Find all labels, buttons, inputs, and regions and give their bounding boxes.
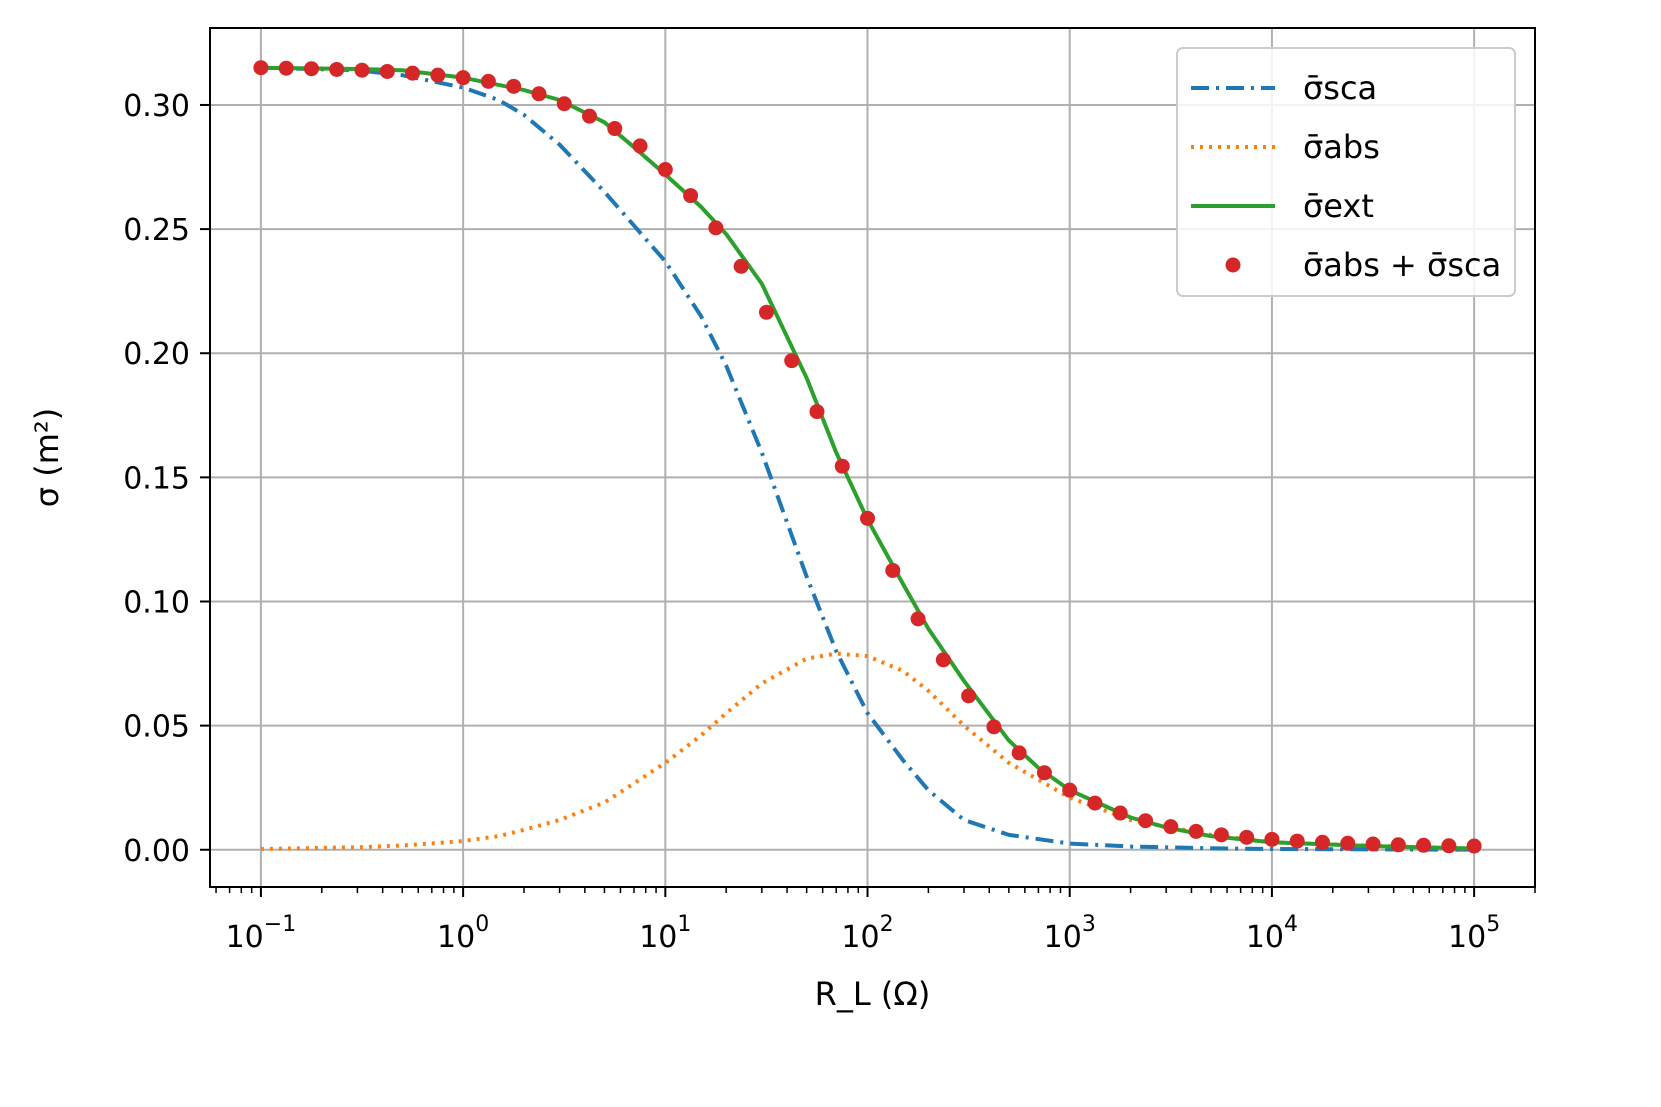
series-line xyxy=(260,651,1475,852)
data-point xyxy=(379,63,395,79)
data-point xyxy=(1036,765,1052,781)
data-point xyxy=(657,162,673,178)
y-tick-label: 0.30 xyxy=(123,89,190,124)
x-tick-label-exponent: 3 xyxy=(1082,912,1096,937)
x-tick-label: 10−1 xyxy=(226,912,297,955)
x-tick-label-exponent: 1 xyxy=(677,912,691,937)
data-point xyxy=(935,652,951,668)
ticks: 10−1 100 101 102 103 104 1050.000.050.100.150.… xyxy=(123,89,1536,955)
data-point xyxy=(430,67,446,83)
data-point xyxy=(860,510,876,526)
legend-box xyxy=(1176,47,1516,297)
data-point xyxy=(885,562,901,578)
data-point xyxy=(556,96,572,112)
data-point xyxy=(961,688,977,704)
data-point xyxy=(1365,836,1381,852)
data-point xyxy=(708,220,724,236)
data-point xyxy=(1289,833,1305,849)
data-point xyxy=(278,60,294,76)
data-point xyxy=(531,86,547,102)
data-point xyxy=(329,61,345,77)
legend-marker xyxy=(1225,257,1241,273)
x-tick-label-base: 10 xyxy=(226,920,264,955)
data-point xyxy=(354,62,370,78)
data-point xyxy=(1213,827,1229,843)
legend-label: σ̄abs + σ̄sca xyxy=(1303,246,1501,284)
data-point xyxy=(303,61,319,77)
y-tick-label: 0.15 xyxy=(123,461,190,496)
data-point xyxy=(632,138,648,154)
x-tick-label: 105 xyxy=(1448,912,1500,955)
x-tick-label-exponent: 5 xyxy=(1486,912,1500,937)
data-point xyxy=(1138,813,1154,829)
x-tick-label-exponent: −1 xyxy=(264,912,296,937)
data-point xyxy=(1112,805,1128,821)
x-tick-label: 100 xyxy=(437,912,489,955)
data-point xyxy=(1441,838,1457,854)
x-tick-label-base: 10 xyxy=(639,920,677,955)
y-tick-label: 0.00 xyxy=(123,834,190,869)
data-point xyxy=(607,121,623,137)
legend: σ̄sca σ̄abs σ̄ext σ̄abs + σ̄sca xyxy=(1176,47,1516,297)
legend-label: σ̄ext xyxy=(1303,187,1374,225)
x-tick-label-base: 10 xyxy=(841,920,879,955)
data-point xyxy=(1390,837,1406,853)
series-layer xyxy=(253,60,1482,854)
data-point xyxy=(1340,835,1356,851)
y-axis-label: σ (m²) xyxy=(28,408,66,507)
data-point xyxy=(809,404,825,420)
data-point xyxy=(784,353,800,369)
data-point xyxy=(910,611,926,627)
data-point xyxy=(1416,837,1432,853)
x-tick-label: 103 xyxy=(1044,912,1096,955)
x-axis-label: R_L (Ω) xyxy=(815,975,931,1013)
x-tick-label: 104 xyxy=(1246,912,1298,955)
legend-label: σ̄sca xyxy=(1303,69,1377,107)
data-point xyxy=(455,70,471,86)
series-markers xyxy=(253,60,1482,854)
x-tick-label-exponent: 4 xyxy=(1284,912,1298,937)
x-tick-label-base: 10 xyxy=(1044,920,1082,955)
x-tick-label-exponent: 0 xyxy=(475,912,489,937)
series-line xyxy=(260,65,1475,852)
x-tick-label-exponent: 2 xyxy=(880,912,894,937)
data-point xyxy=(1314,834,1330,850)
data-point xyxy=(1188,823,1204,839)
x-tick-label: 102 xyxy=(841,912,893,955)
plot-frame xyxy=(209,27,1536,888)
x-tick-label-base: 10 xyxy=(1448,920,1486,955)
data-point xyxy=(733,258,749,274)
legend-label: σ̄abs xyxy=(1303,128,1380,166)
y-tick-label: 0.25 xyxy=(123,213,190,248)
data-point xyxy=(1466,838,1482,854)
y-tick-label: 0.05 xyxy=(123,710,190,745)
x-tick-label: 101 xyxy=(639,912,691,955)
x-tick-label-base: 10 xyxy=(1246,920,1284,955)
data-point xyxy=(758,304,774,320)
data-point xyxy=(986,719,1002,735)
data-point xyxy=(405,65,421,81)
data-point xyxy=(683,188,699,204)
data-point xyxy=(480,73,496,89)
y-tick-label: 0.10 xyxy=(123,585,190,620)
data-point xyxy=(1239,829,1255,845)
data-point xyxy=(1087,795,1103,811)
data-point xyxy=(506,78,522,94)
data-point xyxy=(581,108,597,124)
y-tick-label: 0.20 xyxy=(123,337,190,372)
data-point xyxy=(1011,745,1027,761)
data-point xyxy=(1163,819,1179,835)
data-point xyxy=(834,458,850,474)
data-point xyxy=(1062,782,1078,798)
x-tick-label-base: 10 xyxy=(437,920,475,955)
data-point xyxy=(253,60,269,76)
data-point xyxy=(1264,831,1280,847)
